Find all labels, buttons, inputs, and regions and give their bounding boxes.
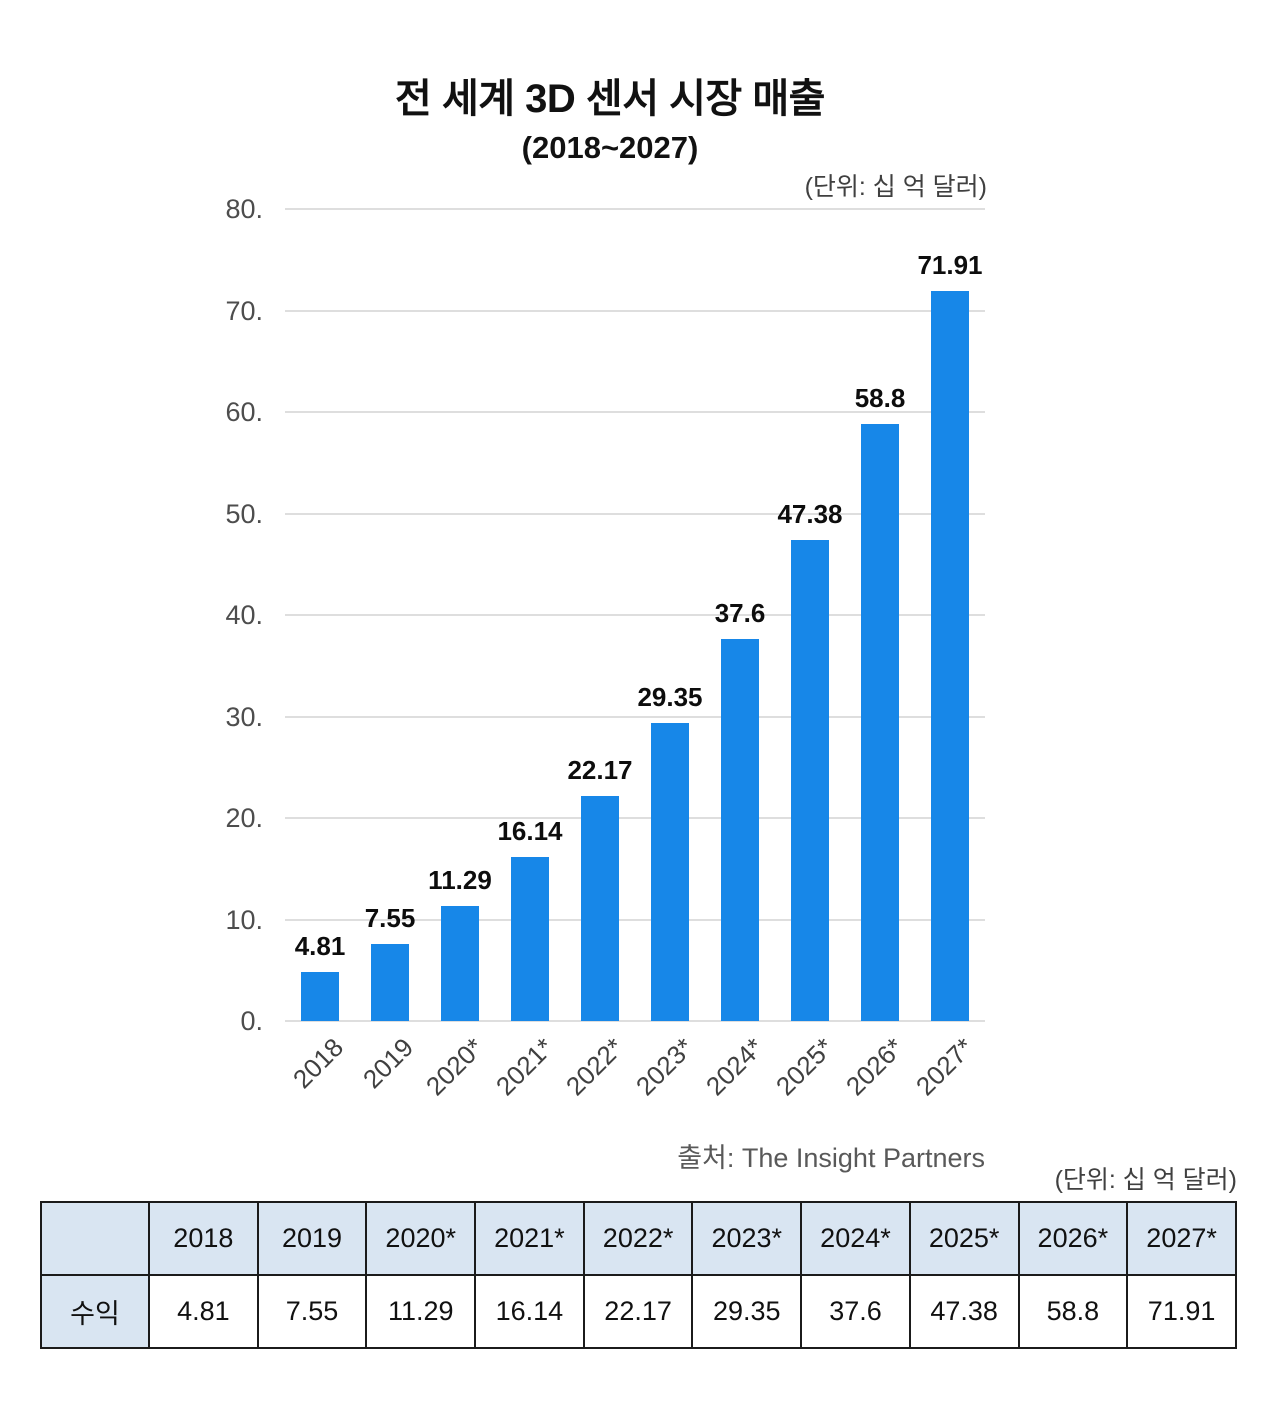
table-col-header-2019: 2019 (256, 1201, 368, 1276)
value-label-2027: 71.91 (917, 250, 983, 281)
x-tick-label-2024: 2024* (699, 1032, 770, 1102)
table-cell-2023: 29.35 (691, 1274, 803, 1349)
y-tick-label-0: 0. (240, 1006, 263, 1036)
bar-2023 (651, 723, 689, 1021)
gridline-30 (285, 715, 985, 718)
table-cell-2018: 4.81 (148, 1274, 259, 1349)
y-tick-label-10: 10. (225, 904, 263, 935)
bar-2025 (791, 540, 829, 1021)
table-cell-2025: 47.38 (908, 1274, 1020, 1349)
table-cell-2019: 7.55 (256, 1274, 368, 1349)
bar-2026 (861, 424, 899, 1021)
table-col-header-2020: 2020* (365, 1201, 477, 1276)
gridline-20 (285, 817, 985, 819)
value-label-2020: 11.29 (428, 865, 492, 896)
bar-2020 (441, 906, 479, 1021)
bar-2018 (301, 972, 339, 1021)
value-label-2021: 16.14 (497, 816, 563, 847)
gridline-60 (285, 411, 985, 413)
table-row-header: 수익 (40, 1274, 150, 1349)
table-cell-2027: 71.91 (1126, 1274, 1237, 1349)
y-tick-label-50: 50. (225, 498, 263, 529)
table-col-header-2023: 2023* (691, 1201, 803, 1276)
table-corner-cell (40, 1201, 150, 1276)
table-col-header-2025: 2025* (908, 1201, 1020, 1276)
chart-unit-label: (단위: 십 억 달러) (804, 173, 987, 201)
x-tick-label-2023: 2023* (629, 1032, 700, 1102)
bar-2024 (721, 639, 759, 1021)
table-cell-2026: 58.8 (1017, 1274, 1129, 1349)
value-label-2026: 58.8 (854, 383, 906, 414)
value-label-2022: 22.17 (567, 754, 633, 785)
gridline-80 (285, 208, 985, 210)
x-tick-label-2022: 2022* (559, 1032, 630, 1102)
y-tick-label-40: 40. (225, 600, 263, 630)
gridline-50 (285, 512, 985, 515)
y-tick-label-80: 80. (225, 194, 263, 224)
plot-area: 4.81 7.55 11.29 16.14 22.17 29.35 37.6 47.38 58.… (285, 208, 985, 1022)
gridline-0 (285, 1020, 985, 1022)
value-label-2025: 47.38 (777, 499, 843, 530)
value-label-2019: 7.55 (364, 903, 416, 934)
x-tick-label-2018: 2018 (287, 1032, 350, 1095)
table-data-row: 수익 4.81 7.55 11.29 16.14 22.17 29.35 37.6 47.38… (40, 1274, 1237, 1349)
table-col-header-2027: 2027* (1126, 1201, 1237, 1276)
source-label: 출처: The Insight Partners (677, 1143, 985, 1173)
y-tick-label-20: 20. (225, 803, 263, 833)
table-cell-2022: 22.17 (582, 1274, 694, 1349)
data-table: 2018 2019 2020* 2021* 2022* 2023* 2024* 2025* 20… (40, 1201, 1237, 1349)
table-col-header-2024: 2024* (800, 1201, 911, 1276)
y-axis-labels: 80. 70. 60. 50. 40. 30. 20. 10. 0. (0, 194, 263, 1036)
bar-2019 (371, 944, 409, 1021)
x-tick-label-2026: 2026* (839, 1032, 910, 1102)
table-unit-label: (단위: 십 억 달러) (1054, 1166, 1237, 1194)
x-axis-labels: 2018 2019 2020* 2021* 2022* 2023* 2024* 2025* 20… (285, 1032, 985, 1142)
table-cell-2021: 16.14 (474, 1274, 585, 1349)
table-col-header-2021: 2021* (474, 1201, 585, 1276)
y-tick-label-70: 70. (225, 295, 263, 326)
table-cell-2024: 37.6 (800, 1274, 911, 1349)
chart-subtitle: (2018~2027) (521, 130, 699, 165)
y-tick-label-60: 60. (225, 397, 263, 427)
gridline-40 (285, 614, 985, 616)
gridline-70 (285, 309, 985, 312)
table-col-header-2026: 2026* (1017, 1201, 1129, 1276)
table-cell-2020: 11.29 (365, 1274, 477, 1349)
x-tick-label-2020: 2020* (419, 1032, 490, 1102)
bar-2027 (931, 291, 969, 1021)
bar-2022 (581, 795, 619, 1021)
x-tick-label-2021: 2021* (489, 1032, 560, 1102)
x-tick-label-2019: 2019 (357, 1032, 420, 1095)
value-label-2018: 4.81 (294, 931, 346, 962)
value-label-2024: 37.6 (714, 598, 766, 629)
table-header-row: 2018 2019 2020* 2021* 2022* 2023* 2024* 2025* 20… (40, 1201, 1237, 1276)
x-tick-label-2025: 2025* (769, 1032, 840, 1102)
x-tick-label-2027: 2027* (909, 1032, 980, 1102)
y-tick-label-30: 30. (225, 701, 263, 732)
value-label-2023: 29.35 (637, 682, 703, 713)
chart-title: 전 세계 3D 센서 시장 매출 (395, 77, 825, 121)
table-col-header-2022: 2022* (582, 1201, 694, 1276)
gridline-10 (285, 918, 985, 921)
table-col-header-2018: 2018 (148, 1201, 259, 1276)
bar-2021 (511, 857, 549, 1021)
